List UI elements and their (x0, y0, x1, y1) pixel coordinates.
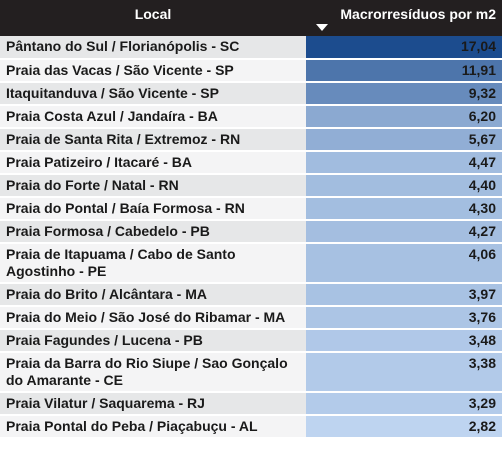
value-cell: 6,20 (306, 105, 502, 129)
location-cell: Praia Pontal do Peba / Piaçabuçu - AL (0, 415, 306, 439)
table-row: Pântano do Sul / Florianópolis - SC 17,04 (0, 36, 502, 60)
table-row: Praia da Barra do Rio Siupe / Sao Gonçal… (0, 352, 502, 393)
table-row: Praia do Pontal / Baía Formosa - RN 4,30 (0, 197, 502, 221)
table-row: Praia de Itapuama / Cabo de Santo Agosti… (0, 243, 502, 284)
value-cell: 4,06 (306, 243, 502, 284)
value-cell: 3,76 (306, 306, 502, 330)
value-cell: 2,82 (306, 415, 502, 439)
table-row: Praia do Meio / São José do Ribamar - MA… (0, 306, 502, 330)
value-cell: 11,91 (306, 59, 502, 83)
table-row: Praia do Brito / Alcântara - MA 3,97 (0, 283, 502, 307)
value-cell: 4,30 (306, 197, 502, 221)
location-cell: Praia de Santa Rita / Extremoz - RN (0, 128, 306, 152)
table-header: Local Macrorresíduos por m2 (0, 0, 502, 36)
value-cell: 4,47 (306, 151, 502, 175)
value-cell: 17,04 (306, 36, 502, 60)
value-cell: 3,48 (306, 329, 502, 353)
header-value: Macrorresíduos por m2 (306, 0, 502, 36)
table-row: Praia Costa Azul / Jandaíra - BA 6,20 (0, 105, 502, 129)
table-row: Itaquitanduva / São Vicente - SP 9,32 (0, 82, 502, 106)
table-row: Praia de Santa Rita / Extremoz - RN 5,67 (0, 128, 502, 152)
header-row: Local Macrorresíduos por m2 (0, 0, 502, 36)
value-cell: 3,97 (306, 283, 502, 307)
location-cell: Pântano do Sul / Florianópolis - SC (0, 36, 306, 60)
location-cell: Praia de Itapuama / Cabo de Santo Agosti… (0, 243, 306, 284)
location-cell: Praia Vilatur / Saquarema - RJ (0, 392, 306, 416)
table-row: Praia Patizeiro / Itacaré - BA 4,47 (0, 151, 502, 175)
location-cell: Praia das Vacas / São Vicente - SP (0, 59, 306, 83)
table-body: Pântano do Sul / Florianópolis - SC 17,04… (0, 36, 502, 439)
value-cell: 3,29 (306, 392, 502, 416)
value-cell: 3,38 (306, 352, 502, 393)
location-cell: Praia do Pontal / Baía Formosa - RN (0, 197, 306, 221)
location-cell: Itaquitanduva / São Vicente - SP (0, 82, 306, 106)
ranking-table: Local Macrorresíduos por m2 Pântano do S… (0, 0, 502, 439)
location-cell: Praia do Forte / Natal - RN (0, 174, 306, 198)
table-row: Praia Formosa / Cabedelo - PB 4,27 (0, 220, 502, 244)
table-row: Praia Vilatur / Saquarema - RJ 3,29 (0, 392, 502, 416)
location-cell: Praia da Barra do Rio Siupe / Sao Gonçal… (0, 352, 306, 393)
table-row: Praia do Forte / Natal - RN 4,40 (0, 174, 502, 198)
location-cell: Praia do Brito / Alcântara - MA (0, 283, 306, 307)
value-cell: 4,27 (306, 220, 502, 244)
value-cell: 9,32 (306, 82, 502, 106)
value-cell: 5,67 (306, 128, 502, 152)
table-row: Praia Fagundes / Lucena - PB 3,48 (0, 329, 502, 353)
location-cell: Praia Costa Azul / Jandaíra - BA (0, 105, 306, 129)
location-cell: Praia do Meio / São José do Ribamar - MA (0, 306, 306, 330)
location-cell: Praia Patizeiro / Itacaré - BA (0, 151, 306, 175)
table-row: Praia Pontal do Peba / Piaçabuçu - AL 2,8… (0, 415, 502, 439)
table-row: Praia das Vacas / São Vicente - SP 11,91 (0, 59, 502, 83)
header-local: Local (0, 0, 306, 36)
location-cell: Praia Fagundes / Lucena - PB (0, 329, 306, 353)
location-cell: Praia Formosa / Cabedelo - PB (0, 220, 306, 244)
value-cell: 4,40 (306, 174, 502, 198)
